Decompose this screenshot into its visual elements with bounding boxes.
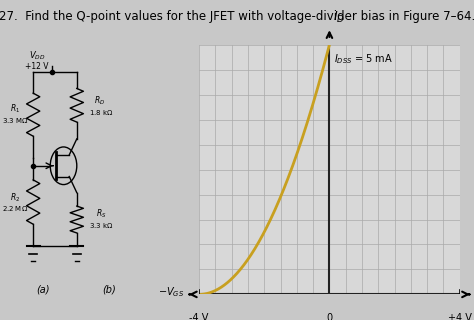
Text: +12 V: +12 V bbox=[25, 62, 49, 71]
Text: $V_{DD}$: $V_{DD}$ bbox=[29, 49, 45, 62]
Text: (b): (b) bbox=[102, 284, 116, 294]
Text: 0: 0 bbox=[327, 313, 332, 320]
Text: $R_2$: $R_2$ bbox=[10, 192, 20, 204]
Text: 27.  Find the Q-point values for the JFET with voltage-divider bias in Figure 7–: 27. Find the Q-point values for the JFET… bbox=[0, 10, 474, 23]
Text: $R_D$: $R_D$ bbox=[94, 95, 105, 108]
Text: $I_D$: $I_D$ bbox=[333, 10, 346, 25]
Text: 1.8 k$\Omega$: 1.8 k$\Omega$ bbox=[89, 108, 114, 117]
Text: -4 V: -4 V bbox=[190, 313, 209, 320]
Text: +4 V: +4 V bbox=[448, 313, 472, 320]
Text: 2.2 M$\Omega$: 2.2 M$\Omega$ bbox=[2, 204, 28, 213]
Text: (a): (a) bbox=[36, 284, 49, 294]
Text: $-V_{GS}$: $-V_{GS}$ bbox=[158, 285, 184, 299]
Text: $R_1$: $R_1$ bbox=[10, 103, 20, 116]
Text: 3.3 M$\Omega$: 3.3 M$\Omega$ bbox=[2, 116, 28, 125]
Text: $I_{DSS}$ = 5 mA: $I_{DSS}$ = 5 mA bbox=[334, 52, 393, 66]
Text: $R_S$: $R_S$ bbox=[96, 208, 107, 220]
Text: 3.3 k$\Omega$: 3.3 k$\Omega$ bbox=[89, 220, 114, 229]
